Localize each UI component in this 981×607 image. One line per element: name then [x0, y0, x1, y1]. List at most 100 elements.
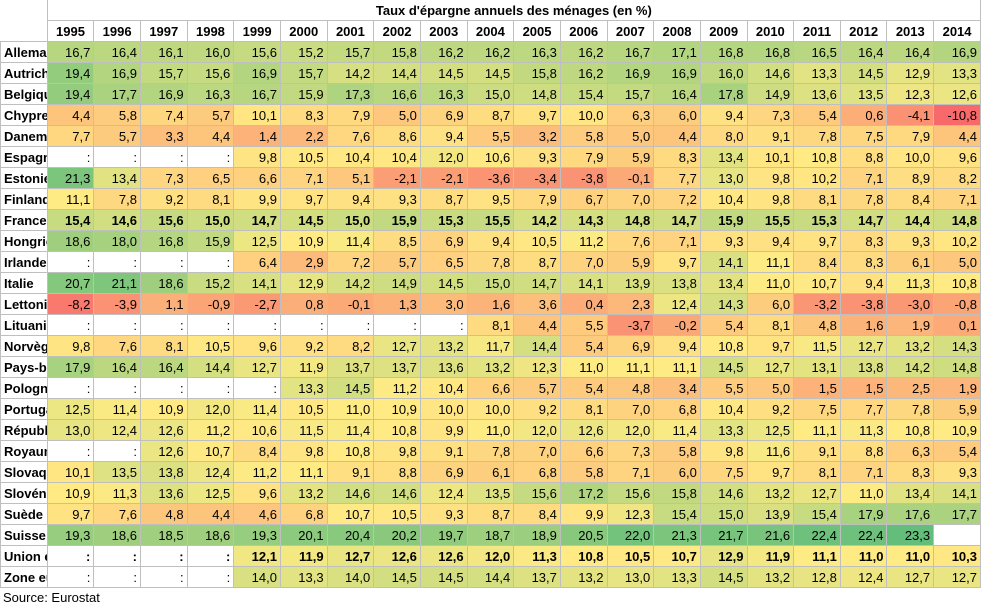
value-cell: 11,4 [93, 398, 141, 420]
value-cell: 8,3 [886, 461, 935, 483]
value-cell: 7,0 [606, 398, 655, 420]
value-cell: 16,9 [93, 62, 141, 84]
value-cell: 12,3 [886, 83, 935, 105]
value-cell: 7,1 [933, 188, 981, 210]
value-cell: 8,7 [419, 188, 468, 210]
value-cell: 4,8 [606, 377, 655, 399]
value-cell: 4,4 [46, 104, 95, 126]
value-cell: 15,9 [186, 230, 235, 252]
value-cell: 14,4 [186, 356, 235, 378]
value-cell: : [93, 377, 141, 399]
value-cell: 15,7 [606, 83, 655, 105]
value-cell: 8,1 [746, 314, 795, 336]
country-row: Suisse 19,3 18,6 18,5 18,6 19,3 20,1 20,4 20,2 19… [0, 524, 981, 546]
value-cell: 14,2 [513, 209, 561, 231]
value-cell: : [186, 146, 235, 168]
value-cell: 8,1 [559, 398, 608, 420]
value-cell: 10,9 [373, 398, 421, 420]
value-cell: 6,3 [886, 440, 935, 462]
value-cell: 22,4 [793, 524, 841, 546]
country-row: Royaume-Uni::12,610,78,49,810,89,89,17,8… [0, 440, 981, 462]
value-cell: 11,3 [93, 482, 141, 504]
value-cell: 8,1 [139, 335, 188, 357]
country-label: Espagne [0, 146, 48, 168]
value-cell: 7,2 [653, 188, 701, 210]
value-cell: 14,5 [419, 566, 468, 588]
value-cell: : [139, 566, 188, 588]
value-cell: 1,6 [466, 293, 515, 315]
value-cell: 11,3 [839, 419, 888, 441]
value-cell: 4,6 [233, 503, 281, 525]
value-cell: 1,1 [139, 293, 188, 315]
value-cell: 10,4 [373, 146, 421, 168]
value-cell: 8,1 [793, 461, 841, 483]
value-cell: 1,6 [839, 314, 888, 336]
value-cell: : [93, 251, 141, 273]
value-cell: 6,0 [746, 293, 795, 315]
value-cell: 11,1 [746, 251, 795, 273]
value-cell: 16,8 [139, 230, 188, 252]
value-cell: 17,9 [46, 356, 95, 378]
value-cell: 3,0 [419, 293, 468, 315]
value-cell: 15,3 [793, 209, 841, 231]
value-cell: 18,9 [513, 524, 561, 546]
value-cell: 6,3 [606, 104, 655, 126]
value-cell: : [279, 314, 328, 336]
value-cell: 13,4 [699, 146, 748, 168]
value-cell: 8,3 [653, 146, 701, 168]
value-cell: 5,0 [373, 104, 421, 126]
value-cell: 1,9 [886, 314, 935, 336]
value-cell: 10,7 [326, 503, 375, 525]
value-cell: 14,5 [373, 566, 421, 588]
value-cell: 13,3 [279, 566, 328, 588]
value-cell: 16,6 [373, 83, 421, 105]
value-cell: 5,9 [933, 398, 981, 420]
value-cell: 13,2 [886, 335, 935, 357]
value-cell: 10,2 [933, 230, 981, 252]
value-cell: 9,6 [233, 335, 281, 357]
value-cell: 13,3 [793, 62, 841, 84]
value-cell: 8,4 [513, 503, 561, 525]
value-cell: 10,8 [933, 272, 981, 294]
value-cell: 1,5 [839, 377, 888, 399]
value-cell: 10,9 [279, 230, 328, 252]
year-header: 2000 [279, 20, 328, 42]
value-cell: 16,4 [139, 356, 188, 378]
value-cell: 7,6 [606, 230, 655, 252]
value-cell: 9,3 [373, 188, 421, 210]
value-cell: 9,9 [233, 188, 281, 210]
value-cell: 4,4 [933, 125, 981, 147]
value-cell: 11,4 [653, 419, 701, 441]
value-cell: -4,1 [886, 104, 935, 126]
value-cell: 16,9 [653, 62, 701, 84]
value-cell: 20,7 [46, 272, 95, 294]
value-cell: 3,2 [513, 125, 561, 147]
value-cell: : [139, 545, 188, 567]
value-cell: 1,5 [793, 377, 841, 399]
value-cell: 10,8 [559, 545, 608, 567]
value-cell: : [46, 146, 95, 168]
value-cell: 10,4 [699, 188, 748, 210]
value-cell: 15,2 [186, 272, 235, 294]
value-cell: 12,5 [233, 230, 281, 252]
value-cell: 14,2 [326, 62, 375, 84]
country-row: Norvège9,87,68,110,59,69,28,212,713,211,… [0, 335, 981, 357]
value-cell: 15,9 [279, 83, 328, 105]
value-cell: 13,2 [746, 566, 795, 588]
value-cell: 13,9 [606, 272, 655, 294]
value-cell: 5,7 [513, 377, 561, 399]
value-cell: 7,7 [839, 398, 888, 420]
value-cell: 11,4 [326, 419, 375, 441]
value-cell: 20,2 [373, 524, 421, 546]
value-cell: 13,0 [699, 167, 748, 189]
value-cell: : [46, 314, 95, 336]
value-cell: 7,5 [839, 125, 888, 147]
value-cell: 13,3 [699, 419, 748, 441]
value-cell: 14,5 [699, 356, 748, 378]
value-cell: 9,8 [233, 146, 281, 168]
value-cell: : [186, 545, 235, 567]
value-cell: 9,4 [746, 230, 795, 252]
value-cell: 10,8 [699, 335, 748, 357]
value-cell: 9,6 [233, 482, 281, 504]
